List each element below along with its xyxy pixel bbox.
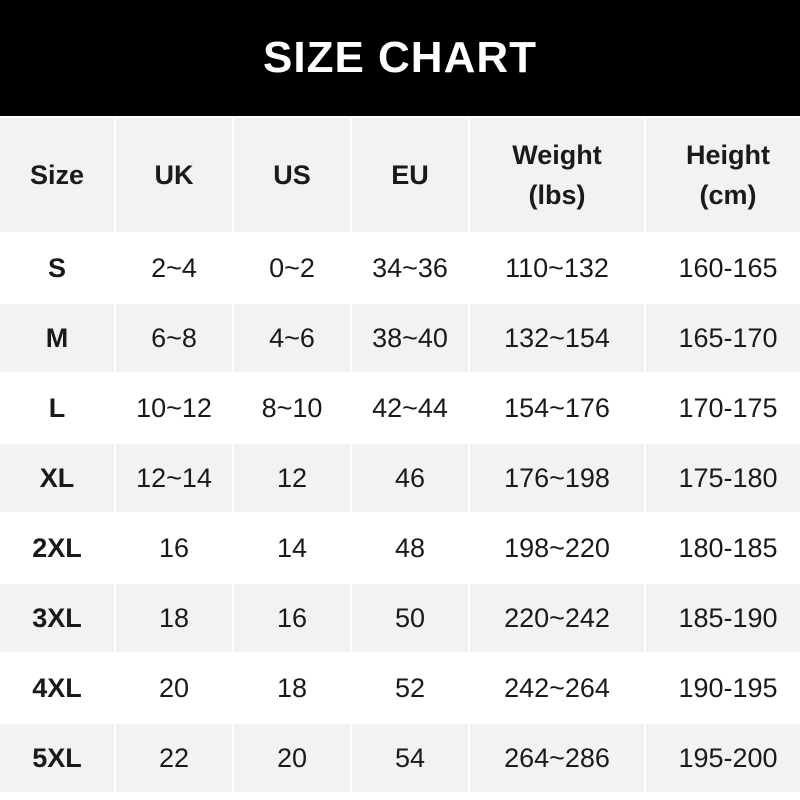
header-text: Size	[29, 160, 85, 190]
cell-height: 190-195	[646, 654, 800, 722]
cell-eu: 52	[352, 654, 468, 722]
cell-size: 5XL	[0, 724, 114, 792]
cell-size: XL	[0, 444, 114, 512]
size-chart-title: SIZE CHART	[0, 0, 800, 116]
size-table: Size UK US EU Weight (lbs) Height (cm) S 2~4 0~2 3…	[0, 116, 800, 794]
header-us: US	[234, 118, 350, 232]
table-row: XL 12~14 12 46 176~198 175-180	[0, 444, 800, 512]
cell-size: S	[0, 234, 114, 302]
cell-weight: 198~220	[470, 514, 644, 582]
table-row: S 2~4 0~2 34~36 110~132 160-165	[0, 234, 800, 302]
cell-uk: 16	[116, 514, 232, 582]
cell-eu: 48	[352, 514, 468, 582]
cell-weight: 220~242	[470, 584, 644, 652]
header-text: Weight	[512, 140, 602, 170]
cell-uk: 6~8	[116, 304, 232, 372]
header-text: UK	[154, 160, 194, 190]
table-row: 5XL 22 20 54 264~286 195-200	[0, 724, 800, 792]
cell-us: 14	[234, 514, 350, 582]
cell-height: 180-185	[646, 514, 800, 582]
header-row: Size UK US EU Weight (lbs) Height (cm)	[0, 118, 800, 232]
cell-size: 2XL	[0, 514, 114, 582]
cell-us: 4~6	[234, 304, 350, 372]
cell-eu: 42~44	[352, 374, 468, 442]
cell-weight: 176~198	[470, 444, 644, 512]
cell-us: 18	[234, 654, 350, 722]
cell-uk: 10~12	[116, 374, 232, 442]
cell-us: 0~2	[234, 234, 350, 302]
cell-height: 195-200	[646, 724, 800, 792]
cell-height: 160-165	[646, 234, 800, 302]
header-text: EU	[391, 160, 429, 190]
header-text: Height	[686, 140, 770, 170]
cell-weight: 154~176	[470, 374, 644, 442]
cell-size: M	[0, 304, 114, 372]
table-row: L 10~12 8~10 42~44 154~176 170-175	[0, 374, 800, 442]
table-row: 2XL 16 14 48 198~220 180-185	[0, 514, 800, 582]
cell-eu: 34~36	[352, 234, 468, 302]
cell-height: 185-190	[646, 584, 800, 652]
header-text: US	[273, 160, 311, 190]
header-uk: UK	[116, 118, 232, 232]
header-text: (lbs)	[528, 180, 586, 210]
header-size: Size	[0, 118, 114, 232]
cell-us: 12	[234, 444, 350, 512]
cell-uk: 12~14	[116, 444, 232, 512]
cell-size: L	[0, 374, 114, 442]
table-row: 4XL 20 18 52 242~264 190-195	[0, 654, 800, 722]
cell-weight: 242~264	[470, 654, 644, 722]
header-text: (cm)	[699, 180, 757, 210]
cell-uk: 22	[116, 724, 232, 792]
cell-eu: 46	[352, 444, 468, 512]
cell-size: 3XL	[0, 584, 114, 652]
cell-height: 175-180	[646, 444, 800, 512]
table-row: 3XL 18 16 50 220~242 185-190	[0, 584, 800, 652]
cell-weight: 132~154	[470, 304, 644, 372]
cell-weight: 264~286	[470, 724, 644, 792]
cell-height: 170-175	[646, 374, 800, 442]
cell-eu: 50	[352, 584, 468, 652]
cell-us: 20	[234, 724, 350, 792]
cell-us: 16	[234, 584, 350, 652]
cell-height: 165-170	[646, 304, 800, 372]
header-eu: EU	[352, 118, 468, 232]
table-row: M 6~8 4~6 38~40 132~154 165-170	[0, 304, 800, 372]
cell-uk: 2~4	[116, 234, 232, 302]
header-weight: Weight (lbs)	[470, 118, 644, 232]
cell-weight: 110~132	[470, 234, 644, 302]
header-height: Height (cm)	[646, 118, 800, 232]
cell-eu: 54	[352, 724, 468, 792]
cell-us: 8~10	[234, 374, 350, 442]
cell-size: 4XL	[0, 654, 114, 722]
cell-uk: 18	[116, 584, 232, 652]
cell-eu: 38~40	[352, 304, 468, 372]
cell-uk: 20	[116, 654, 232, 722]
